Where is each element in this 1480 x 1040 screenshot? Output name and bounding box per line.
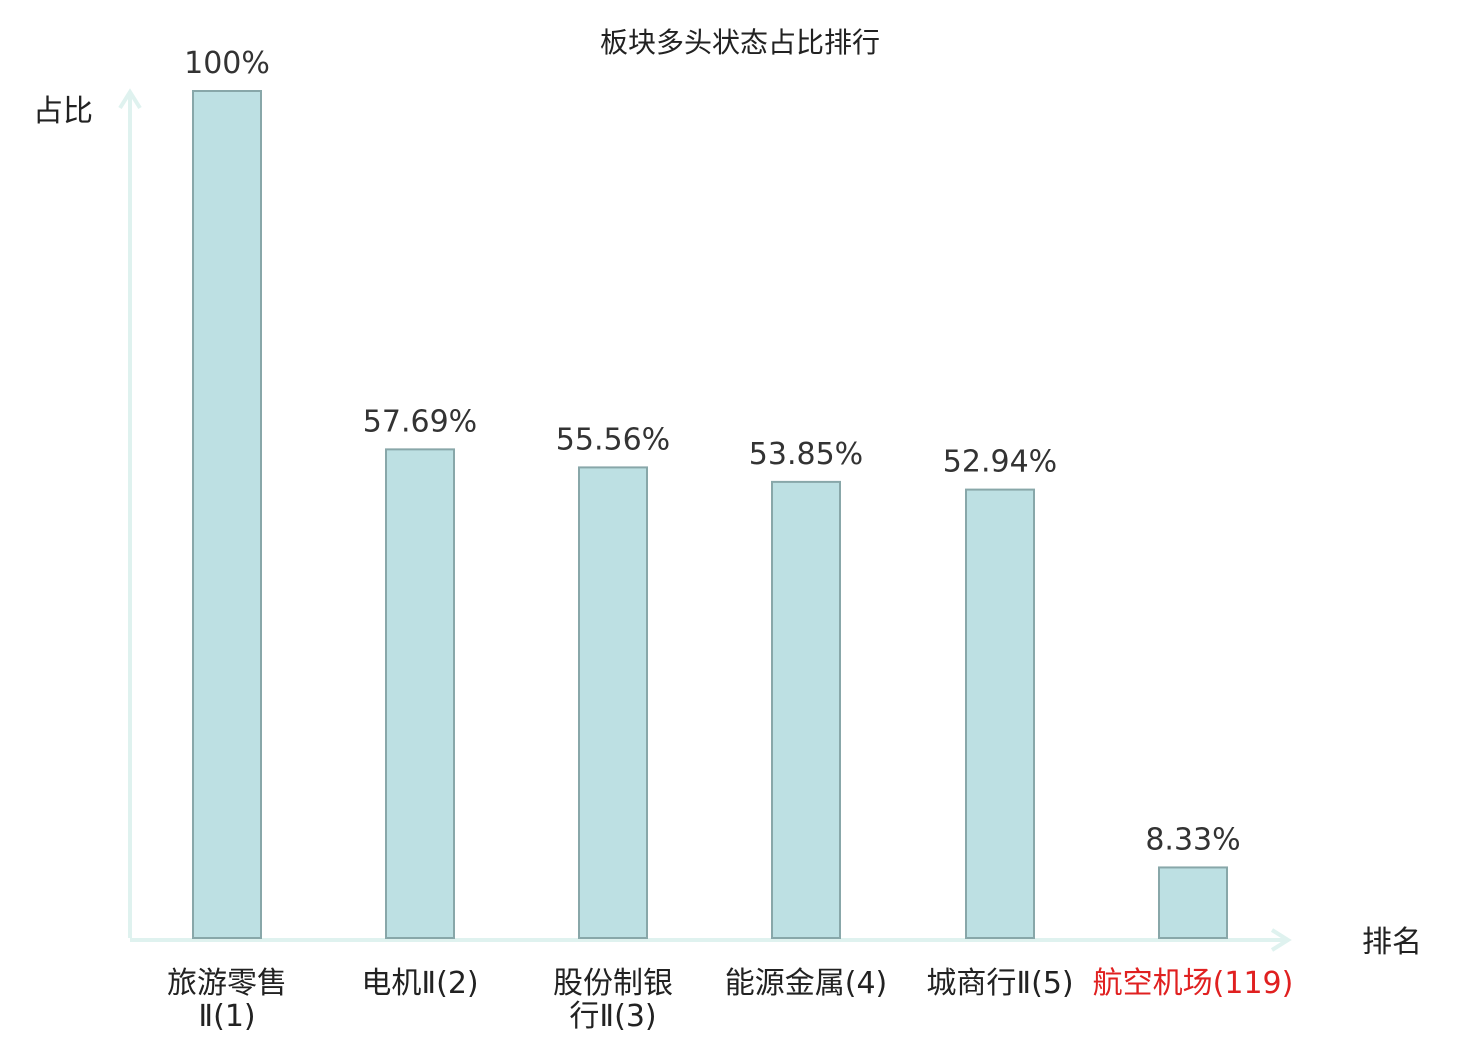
bar-value-label-5: 52.94% (943, 445, 1057, 480)
category-label-5: 城商行Ⅱ(5) (926, 966, 1073, 1001)
bar-value-label-4: 53.85% (749, 437, 863, 472)
value-labels-group: 100% 57.69% 55.56% 53.85% 52.94% 8.33% (184, 46, 1241, 857)
bar-3 (578, 466, 648, 939)
bar-value-label-2: 57.69% (363, 404, 477, 439)
bar-2 (385, 448, 455, 939)
bar-5 (965, 488, 1035, 939)
category-labels-group: 旅游零售 Ⅱ(1) 电机Ⅱ(2) 股份制银行Ⅱ(3) 能源金属(4) 城商行Ⅱ(5) 航空机… (167, 966, 1293, 1034)
bars-group (192, 90, 1228, 939)
category-label-4: 能源金属(4) (725, 966, 888, 1001)
bar-value-label-6: 8.33% (1145, 822, 1240, 857)
category-label-2: 电机Ⅱ(2) (361, 966, 478, 1001)
bar-value-label-1: 100% (184, 46, 270, 81)
y-axis (118, 88, 142, 938)
x-axis (130, 928, 1292, 952)
x-axis-title: 排名 (1362, 925, 1422, 960)
bar-1 (192, 90, 262, 939)
category-label-6: 航空机场(119) (1093, 966, 1294, 1001)
chart-title: 板块多头状态占比排行 (600, 26, 880, 59)
y-axis-title: 占比 (33, 94, 93, 129)
category-label-3: 股份制银行Ⅱ(3) (553, 966, 673, 1034)
bar-6 (1158, 866, 1228, 939)
bar-value-label-3: 55.56% (556, 422, 670, 457)
bar-4 (771, 480, 841, 939)
category-label-1: 旅游零售 Ⅱ(1) (167, 966, 287, 1034)
